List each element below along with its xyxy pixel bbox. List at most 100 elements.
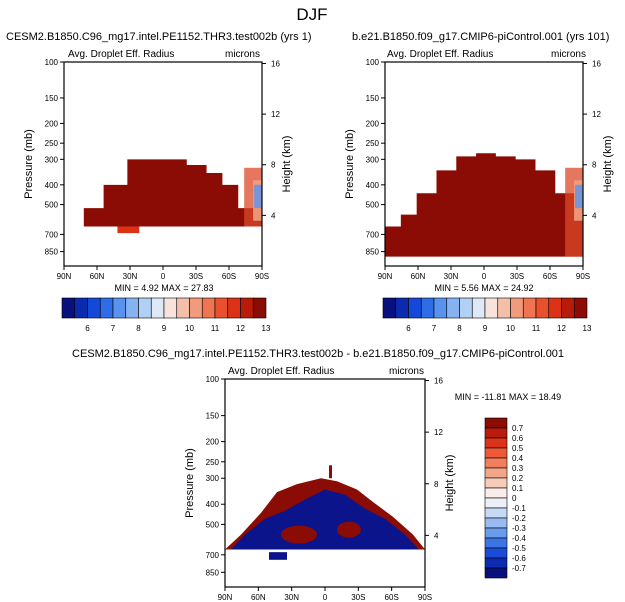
y-tick-label: 850 [366,248,380,257]
x-tick-label: 0 [482,272,487,281]
colorbar-label: 0.7 [512,424,524,433]
x-tick-label: 60N [90,272,105,281]
colorbar-swatch [484,517,508,529]
colorbar-swatch [99,297,114,319]
colorbar-swatch [446,297,460,319]
colorbar-swatch [535,297,550,319]
colorbar-difference: 0.70.60.50.40.30.20.10-0.1-0.2-0.3-0.4-0… [484,417,526,579]
field-blob [281,525,317,544]
axes: 100 150 200 250 300 400 500 700 850 16 12 8 4 90N 60N 3… [184,375,456,602]
colorbar-label: 13 [262,324,271,333]
x-tick-label: 0 [161,272,166,281]
colorbar-swatch [74,297,88,319]
colorbar-label: 6 [406,324,411,333]
field-edge-blue [575,184,583,209]
y-tick-label: 250 [206,458,220,467]
axes: 100 150 200 250 300 400 500 700 850 16 12 8 4 90N 60N 3… [344,58,614,281]
y-right-tick-label: 12 [592,110,601,119]
panel-title: CESM2.B1850.C96_mg17.intel.PE1152.THR3.t… [72,348,564,360]
colorbar-swatch [484,477,508,489]
y-tick-label: 200 [206,438,220,447]
y-axis-label: Pressure (mb) [23,129,35,199]
y-tick-label: 300 [366,155,380,164]
colorbar-swatch [125,297,139,319]
colorbar-label: 0 [512,494,517,503]
y-tick-label: 100 [206,375,220,384]
colorbar-swatch [548,297,562,319]
y-tick-label: 700 [366,230,380,239]
colorbar-label: -0.1 [512,504,526,513]
colorbar-label: 7 [432,324,437,333]
colorbar-swatch [484,447,508,459]
y-tick-label: 200 [45,119,59,128]
colorbar-swatch [150,297,165,319]
colorbar-label: 0.2 [512,474,524,483]
y-right-tick-label: 4 [271,211,276,220]
field-area [64,159,262,227]
x-tick-label: 30S [189,272,203,281]
x-tick-label: 90N [378,272,393,281]
y-right-axis-label: Height (km) [281,136,293,193]
y-right-tick-label: 4 [434,531,439,540]
y-tick-label: 700 [206,551,220,560]
colorbar-label: 0.4 [512,454,524,463]
panel-subtitle: Avg. Droplet Eff. Radius [228,366,334,377]
y-right-axis-label: Height (km) [444,455,456,512]
y-axis-label: Pressure (mb) [344,129,356,199]
colorbar-label: 7 [111,324,116,333]
y-tick-label: 500 [366,201,380,210]
y-right-tick-label: 16 [434,377,443,386]
colorbar-swatch [420,297,435,319]
y-tick-label: 850 [206,568,220,577]
field-blob [337,521,361,538]
colorbar-swatch [484,417,508,429]
y-tick-label: 100 [45,58,59,67]
figure-title: DJF [296,5,327,24]
colorbar-swatch [189,297,203,319]
colorbar-swatch [112,297,127,319]
field-spike [329,465,332,479]
x-tick-label: 90N [218,593,233,602]
y-tick-label: 700 [45,230,59,239]
colorbar-swatch [573,297,588,319]
colorbar-swatch [176,297,190,319]
colorbar-label: 0.5 [512,444,524,453]
panel-title: CESM2.B1850.C96_mg17.intel.PE1152.THR3.t… [6,31,312,43]
x-tick-label: 90S [255,272,269,281]
colorbar-swatch [484,537,508,549]
x-tick-label: 30S [510,272,524,281]
colorbar-label: -0.6 [512,554,526,563]
panel-subtitle: Avg. Droplet Eff. Radius [68,49,174,60]
colorbar-label: 9 [483,324,488,333]
colorbar-swatch [561,297,575,319]
colorbar-swatch [484,487,508,499]
panel-units: microns [389,366,424,377]
contour-field [225,465,425,560]
y-tick-label: 400 [45,181,59,190]
colorbar-label: 0.6 [512,434,524,443]
colorbar-label: 10 [506,324,515,333]
y-tick-label: 200 [366,119,380,128]
colorbar-swatch [510,297,524,319]
panel-model-control: b.e21.B1850.f09_g17.CMIP6-piControl.001 … [344,31,614,293]
colorbar-left: 6 7 8 9 10 11 12 13 [61,297,271,333]
colorbar-label: -0.2 [512,514,526,523]
y-right-tick-label: 12 [271,110,280,119]
colorbar-label: 8 [136,324,141,333]
y-right-tick-label: 8 [271,161,276,170]
y-tick-label: 500 [206,520,220,529]
colorbar-swatch [252,297,267,319]
panel-model-test: CESM2.B1850.C96_mg17.intel.PE1152.THR3.t… [6,31,312,293]
axes: 100 150 200 250 300 400 500 700 850 16 12 8 4 90N 60N 3… [23,58,293,281]
y-tick-label: 250 [366,139,380,148]
x-tick-label: 90S [418,593,432,602]
colorbar-swatch [395,297,409,319]
y-right-tick-label: 12 [434,428,443,437]
colorbar-swatch [240,297,254,319]
colorbar-swatch [459,297,473,319]
field-lower-blob [117,226,140,234]
x-tick-label: 60N [251,593,266,602]
colorbar-swatch [61,297,76,319]
y-tick-label: 250 [45,139,59,148]
panel-title: b.e21.B1850.f09_g17.CMIP6-piControl.001 … [352,31,609,43]
